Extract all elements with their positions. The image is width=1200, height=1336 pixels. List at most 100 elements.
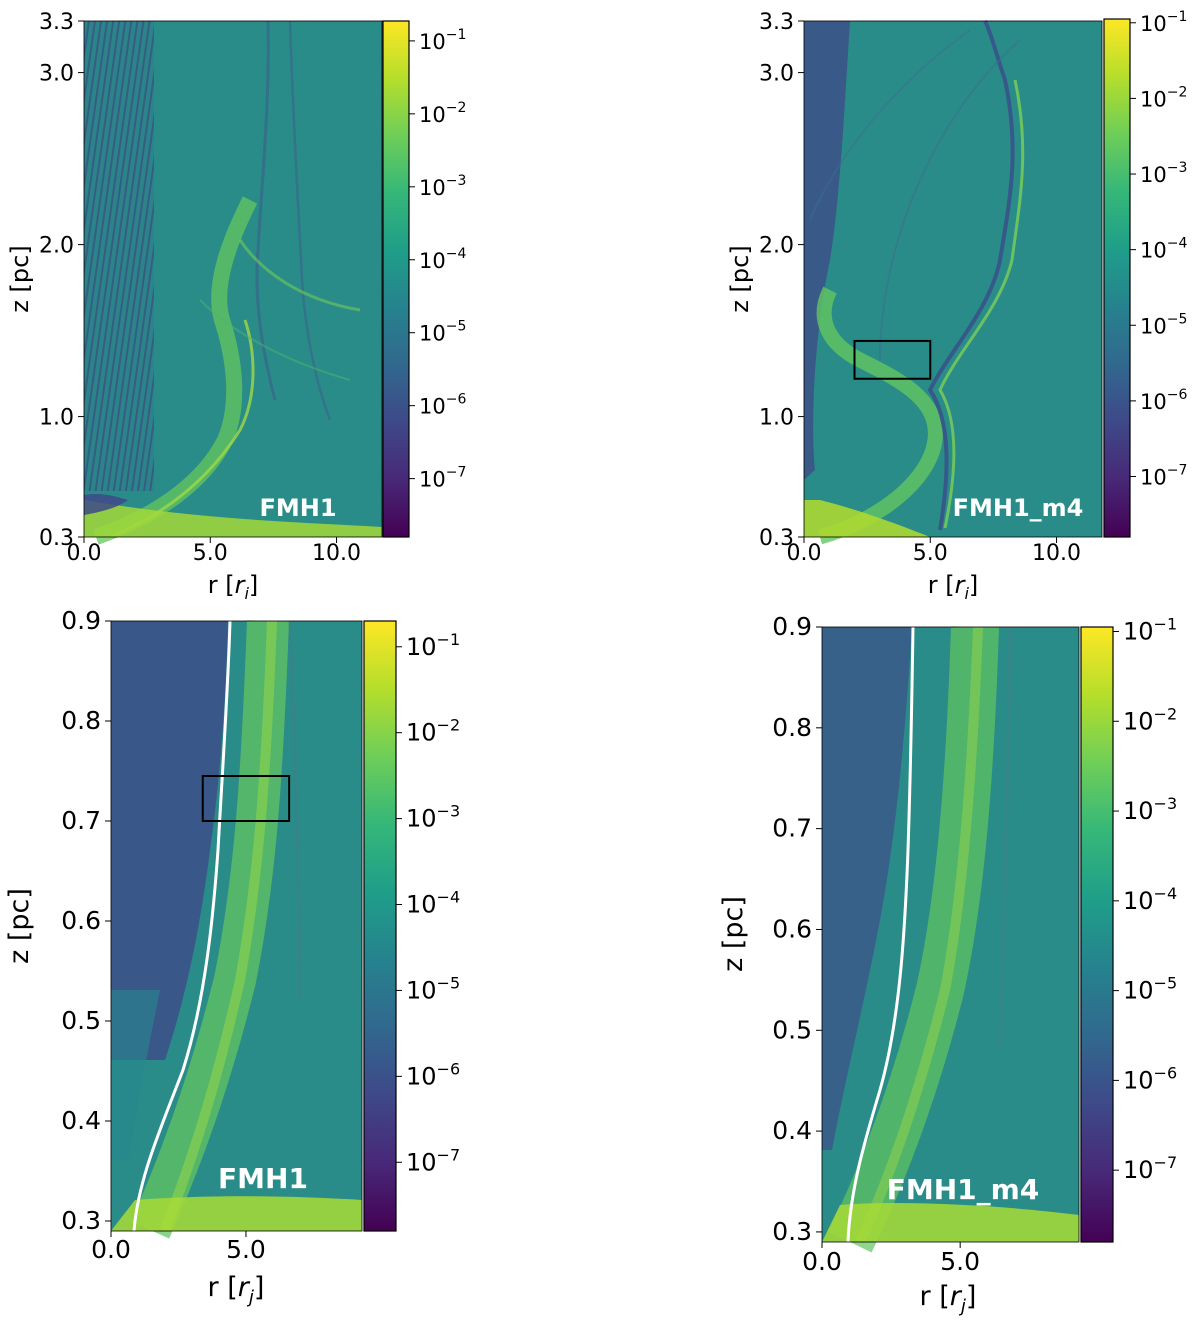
heatmap-field: FMH1 — [111, 620, 362, 1239]
colorbar-tick-label: 10−6 — [1123, 1063, 1177, 1094]
y-ticks: 0.3 1.0 2.0 3.0 3.3 — [39, 10, 84, 551]
striated-dark-region — [84, 21, 154, 491]
filament — [255, 20, 277, 401]
panel-top-left: FMH1 10−1 10−2 10−3 10−4 10−5 10−6 10−7 0.0 5.0… — [6, 10, 466, 603]
y-ticks: 0.3 0.4 0.5 0.6 0.7 0.8 0.9 — [772, 612, 822, 1246]
colorbar-tick-label: 10−5 — [419, 319, 466, 346]
y-tick-label: 2.0 — [759, 234, 794, 259]
colorbar-tick-label: 10−1 — [1123, 614, 1177, 645]
x-tick-label: 5.0 — [226, 1235, 266, 1264]
colorbar-ticks: 10−1 10−2 10−3 10−4 10−5 10−6 10−7 — [409, 27, 466, 492]
contour-line — [132, 620, 232, 1232]
colorbar-tick-label: 10−2 — [1123, 704, 1177, 735]
panel-annotation: FMH1 — [218, 1162, 308, 1195]
shock-front — [927, 20, 1015, 531]
y-tick-label: 3.3 — [759, 10, 794, 35]
x-axis-label: r [ri] — [208, 571, 259, 603]
colorbar-tick-label: 10−5 — [1123, 974, 1177, 1005]
colorbar-tick-label: 10−3 — [1140, 160, 1187, 187]
y-tick-label: 0.6 — [772, 914, 812, 943]
y-axis-label: z [pc] — [718, 896, 749, 972]
dark-cavity — [822, 627, 912, 1150]
y-tick-label: 3.0 — [39, 62, 74, 87]
shock-filament — [998, 626, 1012, 1051]
colorbar-tick-label: 10−2 — [1140, 84, 1187, 111]
panel-annotation: FMH1 — [259, 494, 336, 522]
x-tick-label: 0.0 — [802, 1247, 842, 1276]
colorbar-tick-label: 10−4 — [1123, 884, 1177, 915]
colorbar-tick-label: 10−2 — [419, 100, 466, 127]
colorbar-tick-label: 10−2 — [406, 716, 460, 747]
jet-band-inner — [855, 626, 983, 1245]
x-ticks: 0.0 5.0 — [802, 1242, 980, 1276]
plot-frame — [110, 620, 363, 1232]
jet-shear-band — [816, 286, 943, 545]
y-tick-label: 3.3 — [39, 10, 74, 35]
heatmap-field: FMH1_m4 — [804, 20, 1102, 545]
jet-shear-band — [93, 196, 258, 545]
y-ticks: 0.3 0.4 0.5 0.6 0.7 0.8 0.9 — [61, 606, 111, 1235]
colorbar-tick-label: 10−6 — [1140, 387, 1187, 414]
x-axis-label: r [rj] — [208, 1272, 265, 1308]
colorbar — [363, 620, 397, 1232]
y-tick-label: 0.8 — [772, 713, 812, 742]
zoom-box — [853, 339, 932, 380]
colorbar-tick-label: 10−7 — [1123, 1153, 1177, 1184]
panel-bottom-right: FMH1_m4 10−1 10−2 10−3 10−4 10−5 10−6 10−7 0.0… — [718, 612, 1177, 1317]
shock-front-bright — [938, 79, 1025, 529]
hot-base — [111, 1196, 362, 1231]
y-tick-label: 0.3 — [759, 526, 794, 551]
ambient-bubble — [84, 493, 128, 515]
colorbar-tick-label: 10−1 — [406, 630, 460, 661]
y-tick-label: 0.9 — [61, 606, 101, 635]
hot-base — [84, 500, 382, 537]
x-axis-label: r [ri] — [928, 571, 979, 603]
panel-annotation: FMH1_m4 — [887, 1173, 1040, 1206]
colorbar-tick-label: 10−6 — [419, 392, 466, 419]
hot-base — [822, 1203, 1079, 1242]
ambient-region — [111, 990, 160, 1160]
y-tick-label: 1.0 — [39, 406, 74, 431]
colorbar-tick-label: 10−1 — [1140, 9, 1187, 36]
heatmap-field: FMH1 — [84, 20, 382, 545]
dark-cavity — [111, 621, 228, 1060]
colorbar-tick-label: 10−5 — [1140, 311, 1187, 338]
colorbar-tick-label: 10−3 — [406, 802, 460, 833]
x-ticks: 0.0 5.0 10.0 — [67, 537, 361, 566]
colorbar-tick-label: 10−7 — [406, 1145, 460, 1176]
colorbar — [1080, 626, 1114, 1243]
colorbar — [382, 20, 410, 538]
heatmap-field: FMH1_m4 — [822, 626, 1079, 1253]
contour-line — [846, 626, 915, 1243]
colorbar-tick-label: 10−4 — [419, 246, 466, 273]
plot-frame — [821, 626, 1080, 1243]
filament — [288, 20, 332, 421]
colorbar-tick-label: 10−4 — [1140, 236, 1187, 263]
jet-band-inner — [160, 620, 277, 1232]
x-tick-label: 5.0 — [913, 541, 948, 566]
y-tick-label: 0.6 — [61, 906, 101, 935]
plot-frame — [803, 20, 1103, 538]
x-tick-label: 10.0 — [312, 541, 361, 566]
x-tick-label: 5.0 — [940, 1247, 980, 1276]
colorbar-tick-label: 10−5 — [406, 973, 460, 1004]
plot-frame — [83, 20, 383, 538]
x-axis-label: r [rj] — [920, 1281, 977, 1317]
colorbar-tick-label: 10−4 — [406, 888, 460, 919]
shock-filament — [288, 620, 302, 1001]
colorbar-tick-label: 10−3 — [1123, 794, 1177, 825]
y-tick-label: 0.9 — [772, 612, 812, 641]
hot-base — [804, 500, 930, 537]
y-tick-label: 0.3 — [61, 1206, 101, 1235]
y-tick-label: 0.3 — [39, 526, 74, 551]
colorbar-tick-label: 10−6 — [406, 1059, 460, 1090]
y-tick-label: 0.5 — [61, 1006, 101, 1035]
x-tick-label: 0.0 — [787, 541, 822, 566]
x-tick-label: 0.0 — [67, 541, 102, 566]
y-tick-label: 2.0 — [39, 234, 74, 259]
panel-top-right: FMH1_m4 10−1 10−2 10−3 10−4 10−5 10−6 10−7 0.0… — [726, 9, 1187, 603]
y-tick-label: 0.5 — [772, 1015, 812, 1044]
panel-bottom-left: FMH1 10−1 10−2 10−3 10−4 10−5 10−6 10−7 0.0 5.0… — [4, 606, 460, 1308]
arc-filament — [809, 29, 971, 221]
